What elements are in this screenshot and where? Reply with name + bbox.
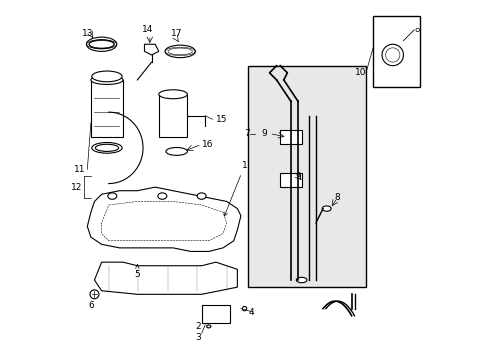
Ellipse shape xyxy=(91,76,123,85)
Ellipse shape xyxy=(381,44,403,66)
Text: 9: 9 xyxy=(295,172,300,181)
Bar xyxy=(159,94,187,137)
Text: 13: 13 xyxy=(81,29,93,38)
Text: 16: 16 xyxy=(201,140,213,149)
Bar xyxy=(91,80,123,137)
Ellipse shape xyxy=(165,148,187,156)
Text: 6: 6 xyxy=(88,301,94,310)
Text: 1: 1 xyxy=(224,161,247,216)
Text: 12: 12 xyxy=(71,183,82,192)
Ellipse shape xyxy=(164,45,195,58)
Text: 2: 2 xyxy=(195,322,201,331)
Text: 4: 4 xyxy=(248,308,254,317)
Polygon shape xyxy=(144,44,159,55)
Bar xyxy=(280,130,301,144)
Ellipse shape xyxy=(90,290,99,299)
Text: 14: 14 xyxy=(142,26,153,35)
Text: 5: 5 xyxy=(134,265,140,279)
Ellipse shape xyxy=(296,277,306,283)
Text: 7: 7 xyxy=(244,129,250,138)
Ellipse shape xyxy=(159,90,187,99)
Bar xyxy=(280,173,301,187)
Ellipse shape xyxy=(95,144,118,152)
Ellipse shape xyxy=(322,206,330,211)
Text: 17: 17 xyxy=(170,29,182,38)
Ellipse shape xyxy=(197,193,205,199)
Ellipse shape xyxy=(92,143,122,153)
Ellipse shape xyxy=(242,306,246,311)
Text: 15: 15 xyxy=(216,115,227,124)
Ellipse shape xyxy=(108,193,117,199)
Ellipse shape xyxy=(415,28,419,32)
Text: 9: 9 xyxy=(261,129,266,138)
Ellipse shape xyxy=(206,325,210,328)
Text: 3: 3 xyxy=(195,333,201,342)
Bar xyxy=(372,16,419,87)
Text: 11: 11 xyxy=(74,165,86,174)
Text: 10: 10 xyxy=(354,68,365,77)
Polygon shape xyxy=(87,187,241,251)
Ellipse shape xyxy=(158,193,166,199)
Polygon shape xyxy=(94,262,237,294)
Ellipse shape xyxy=(86,37,117,51)
Bar xyxy=(201,305,230,323)
Bar xyxy=(247,66,365,287)
Text: 8: 8 xyxy=(334,193,340,202)
Ellipse shape xyxy=(89,40,114,49)
Ellipse shape xyxy=(92,71,122,82)
